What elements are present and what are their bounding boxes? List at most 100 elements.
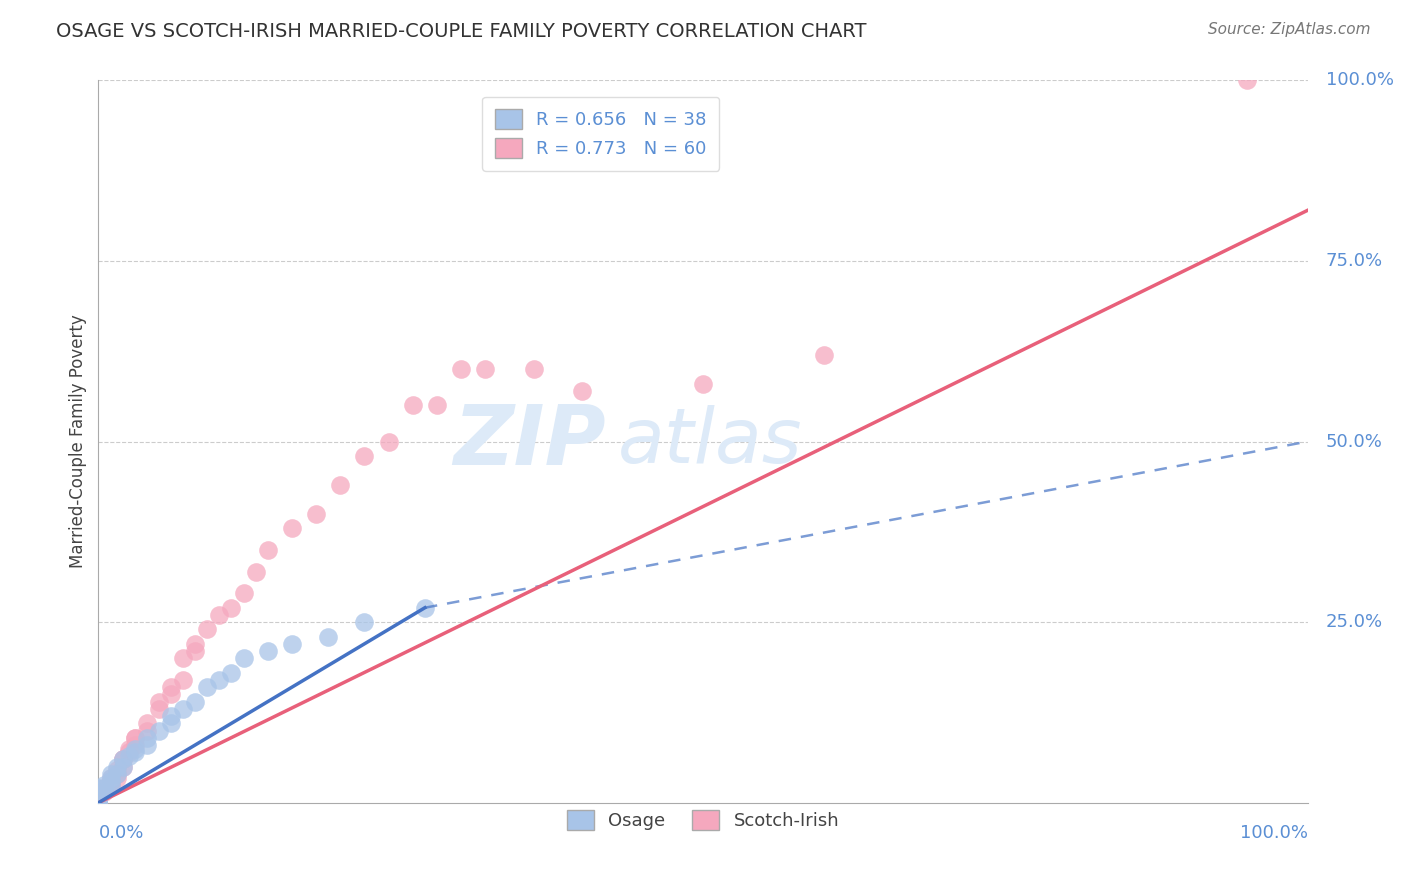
Point [105, 771, 128, 785]
Point [160, 716, 183, 731]
Point [87, 792, 110, 806]
Text: 25.0%: 25.0% [1326, 613, 1384, 632]
Point [111, 760, 134, 774]
Text: OSAGE VS SCOTCH-IRISH MARRIED-COUPLE FAMILY POVERTY CORRELATION CHART: OSAGE VS SCOTCH-IRISH MARRIED-COUPLE FAM… [56, 22, 866, 41]
Point [281, 637, 304, 651]
Point [813, 348, 835, 362]
Point [221, 665, 243, 680]
Point [413, 600, 436, 615]
Point [105, 767, 128, 781]
Point [100, 774, 122, 789]
Point [87, 792, 110, 806]
Point [208, 607, 231, 622]
Point [160, 687, 183, 701]
Point [135, 738, 157, 752]
Point [148, 702, 170, 716]
Point [111, 752, 134, 766]
Y-axis label: Married-Couple Family Poverty: Married-Couple Family Poverty [69, 315, 87, 568]
Legend: Osage, Scotch-Irish: Osage, Scotch-Irish [560, 803, 846, 837]
Text: Source: ZipAtlas.com: Source: ZipAtlas.com [1208, 22, 1371, 37]
Point [474, 362, 496, 376]
Point [87, 796, 110, 810]
Point [208, 673, 231, 687]
Point [87, 789, 110, 803]
Point [105, 767, 128, 781]
Point [124, 731, 146, 745]
Point [93, 781, 115, 796]
Point [100, 774, 122, 789]
Point [232, 651, 254, 665]
Point [100, 771, 122, 785]
Text: 100.0%: 100.0% [1240, 824, 1308, 842]
Point [402, 398, 425, 412]
Point [172, 651, 194, 665]
Point [100, 778, 122, 792]
Point [87, 796, 110, 810]
Point [124, 745, 146, 759]
Text: atlas: atlas [619, 405, 803, 478]
Point [232, 586, 254, 600]
Point [87, 796, 110, 810]
Point [111, 752, 134, 766]
Point [124, 731, 146, 745]
Point [87, 789, 110, 803]
Point [87, 785, 110, 799]
Point [111, 752, 134, 766]
Point [195, 680, 218, 694]
Point [135, 731, 157, 745]
Point [135, 723, 157, 738]
Point [172, 702, 194, 716]
Point [195, 623, 218, 637]
Point [353, 449, 375, 463]
Point [316, 630, 339, 644]
Point [329, 478, 352, 492]
Text: 50.0%: 50.0% [1326, 433, 1382, 450]
Point [692, 376, 714, 391]
Point [87, 789, 110, 803]
Point [305, 507, 328, 521]
Point [353, 615, 375, 630]
Point [87, 792, 110, 806]
Point [87, 796, 110, 810]
Point [87, 796, 110, 810]
Point [221, 600, 243, 615]
Point [111, 760, 134, 774]
Point [124, 738, 146, 752]
Point [87, 785, 110, 799]
Point [87, 796, 110, 810]
Point [87, 792, 110, 806]
Point [100, 771, 122, 785]
Point [87, 796, 110, 810]
Point [256, 644, 278, 658]
Point [245, 565, 267, 579]
Point [160, 680, 183, 694]
Point [1236, 73, 1258, 87]
Point [118, 748, 141, 763]
Text: 0.0%: 0.0% [98, 824, 143, 842]
Point [87, 789, 110, 803]
Point [105, 760, 128, 774]
Point [184, 695, 207, 709]
Point [426, 398, 449, 412]
Point [100, 767, 122, 781]
Point [93, 781, 115, 796]
Point [100, 778, 122, 792]
Point [87, 789, 110, 803]
Text: 75.0%: 75.0% [1326, 252, 1384, 270]
Point [148, 723, 170, 738]
Point [184, 644, 207, 658]
Text: 100.0%: 100.0% [1326, 71, 1393, 89]
Point [523, 362, 546, 376]
Point [160, 709, 183, 723]
Point [87, 781, 110, 796]
Point [172, 673, 194, 687]
Text: ZIP: ZIP [454, 401, 606, 482]
Point [93, 778, 115, 792]
Point [87, 792, 110, 806]
Point [87, 789, 110, 803]
Point [148, 695, 170, 709]
Point [256, 542, 278, 557]
Point [124, 741, 146, 756]
Point [93, 785, 115, 799]
Point [118, 745, 141, 759]
